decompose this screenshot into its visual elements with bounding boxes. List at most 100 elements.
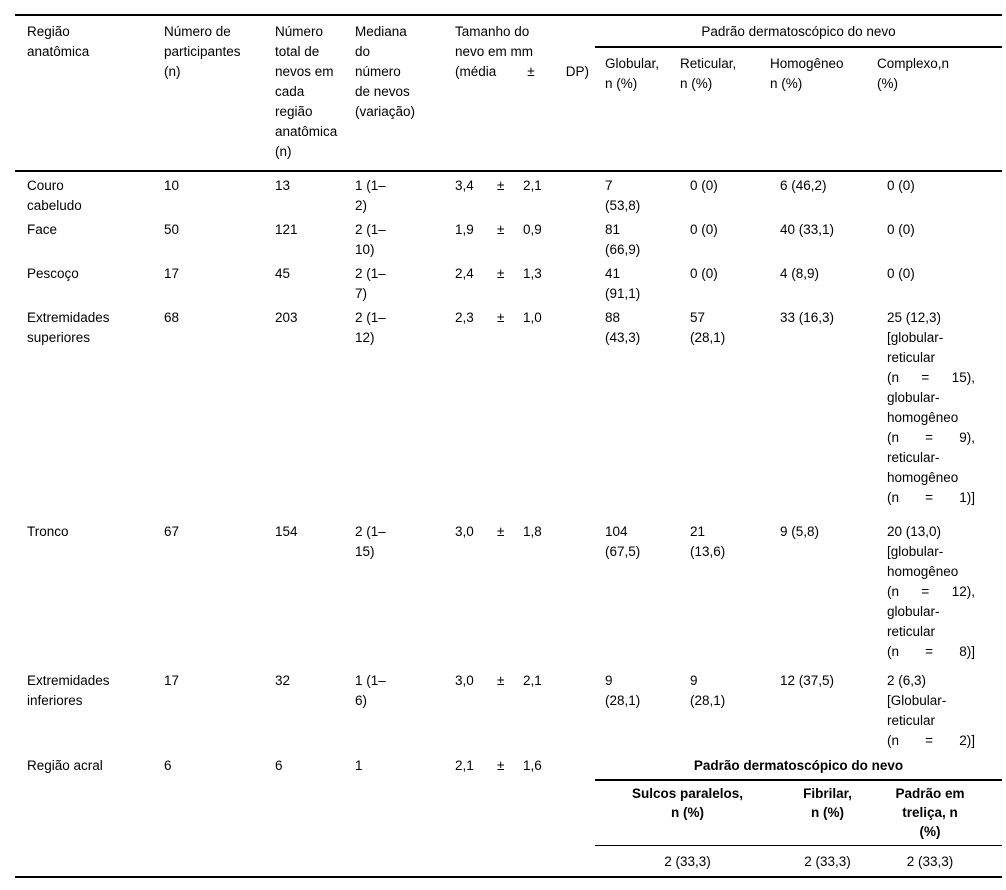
reticular-cell: 0 (0) (690, 176, 752, 196)
text-line: 7 (605, 178, 613, 193)
text-line: 0 (0) (887, 178, 915, 193)
participants-cell: 50 (164, 220, 254, 240)
text-line: globular- (887, 390, 940, 405)
text-line: 57 (690, 310, 706, 325)
header-total-nevi: Número total de nevos em cada região anatômic… (275, 22, 341, 162)
median-cell: 1 (1– 6) (355, 671, 417, 711)
text-line: Homogêneo (770, 55, 844, 71)
justified-line: (n = 2)] (887, 731, 975, 751)
size-mean: 3,0 (455, 524, 474, 539)
text-line: n (%) (671, 804, 704, 820)
token: 1)] (959, 490, 975, 505)
text-line: reticular (887, 350, 936, 365)
text-line: 33 (16,3) (780, 310, 835, 325)
globular-cell: 9 (28,1) (605, 671, 667, 711)
text-line: inferiores (27, 693, 83, 708)
justified-line: (n = 8)] (887, 642, 975, 662)
table-header: Região anatômica Número de participantes (n… (0, 16, 1006, 170)
acral-pattern-subtable: Padrão dermatoscópico do nevo Sulcos para… (595, 756, 1002, 876)
token: (n (887, 430, 900, 445)
text-line: Número (275, 24, 324, 39)
complexo-cell: 20 (13,0) [globular-homogêneo (n = 12), globu… (887, 522, 975, 662)
size-sd: 1,6 (523, 758, 542, 773)
token: 2)] (959, 733, 975, 748)
text-line: 81 (605, 222, 621, 237)
text-line: Fibrilar, (803, 785, 852, 801)
size-mean: 2,3 (455, 310, 474, 325)
token: (n (887, 490, 900, 505)
text-line: Complexo,n (877, 55, 950, 71)
subtable-title: Padrão dermatoscópico do nevo (693, 758, 904, 773)
text-line: (13,6) (690, 544, 726, 559)
participants-cell: 67 (164, 522, 254, 542)
token: DP) (565, 64, 589, 79)
size-cell: 2,1 ±1,6 (455, 756, 589, 776)
token: = (921, 584, 930, 599)
text-line: Região (27, 24, 70, 39)
text-line: 32 (275, 673, 291, 688)
total-nevi-cell: 13 (275, 176, 341, 196)
reticular-cell: 0 (0) (690, 220, 752, 240)
pattern-column-header: Reticular, n (%) (680, 54, 770, 94)
text-line: (n) (275, 144, 292, 159)
text-line: Mediana (355, 24, 407, 39)
text-line: 9 (690, 673, 698, 688)
complexo-cell: 0 (0) (887, 220, 975, 240)
size-sd: 1,8 (523, 524, 542, 539)
region-cell: Couro cabeludo (27, 176, 115, 216)
text-line: n (%) (680, 75, 713, 91)
text-line: (n) (164, 64, 181, 79)
text-line: Sulcos paralelos, (631, 785, 744, 801)
text-line: cabeludo (27, 198, 82, 213)
total-nevi-cell: 45 (275, 264, 341, 284)
subtable-value-cell: 2 (33,3) (804, 854, 851, 869)
text-line: [Globular- (887, 693, 947, 708)
table-row: Região acral 6 6 1 2,1 ±1,6 Padrão dermatoscóp… (0, 752, 1006, 876)
text-line: (28,1) (690, 330, 726, 345)
median-cell: 2 (1– 12) (355, 308, 417, 348)
token: 15), (951, 370, 975, 385)
justified-line: (n = 15), (887, 368, 975, 388)
pattern-column-header: Homogêneo n (%) (770, 54, 877, 94)
text-line: Extremidades (27, 310, 110, 325)
reticular-cell: 57 (28,1) (690, 308, 752, 348)
token: 8)] (959, 644, 975, 659)
size-line: 2,1 ±1,6 (455, 756, 589, 776)
token: (n (887, 584, 900, 599)
total-nevi-cell: 121 (275, 220, 341, 240)
text-line: 0 (0) (690, 222, 718, 237)
homogeneo-cell: 9 (5,8) (780, 522, 879, 542)
total-nevi-cell: 154 (275, 522, 341, 542)
median-cell: 2 (1– 10) (355, 220, 417, 260)
text-line: globular- (887, 604, 940, 619)
reticular-cell: 9 (28,1) (690, 671, 752, 711)
median-cell: 1 (1– 2) (355, 176, 417, 216)
text-line: 45 (275, 266, 291, 281)
text-line: 9 (5,8) (780, 524, 820, 539)
text-line: total de (275, 44, 320, 59)
token: (n (887, 370, 900, 385)
text-line: 2 (1– (355, 222, 386, 237)
text-line: 10 (164, 178, 180, 193)
text-line: 2 (1– (355, 524, 386, 539)
text-line: (%) (877, 75, 898, 91)
text-line: de nevos (355, 84, 410, 99)
complexo-cell: 0 (0) (887, 264, 975, 284)
size-mean: 3,4 (455, 178, 474, 193)
token: = (925, 490, 934, 505)
text-line: 41 (605, 266, 621, 281)
text-line: (53,8) (605, 198, 641, 213)
text-line: Globular, (605, 55, 660, 71)
text-line: reticular- (887, 450, 940, 465)
table-row: Pescoço 17 45 2 (1– 7) 2,4 ±1,3 41 (91,1) 0 (0) 4 … (0, 260, 1006, 304)
text-line: n (%) (770, 75, 803, 91)
text-line: Pescoço (27, 266, 79, 281)
text-line: (variação) (355, 104, 416, 119)
table-row: Extremidades superiores 68 203 2 (1– 12) 2,3 ±1… (0, 304, 1006, 518)
text-line: (28,1) (690, 693, 726, 708)
text-line: 25 (12,3) (887, 310, 942, 325)
table-bottom-rule (15, 876, 1002, 878)
participants-cell: 68 (164, 308, 254, 328)
text-line: 2 (1– (355, 310, 386, 325)
total-nevi-cell: 203 (275, 308, 341, 328)
